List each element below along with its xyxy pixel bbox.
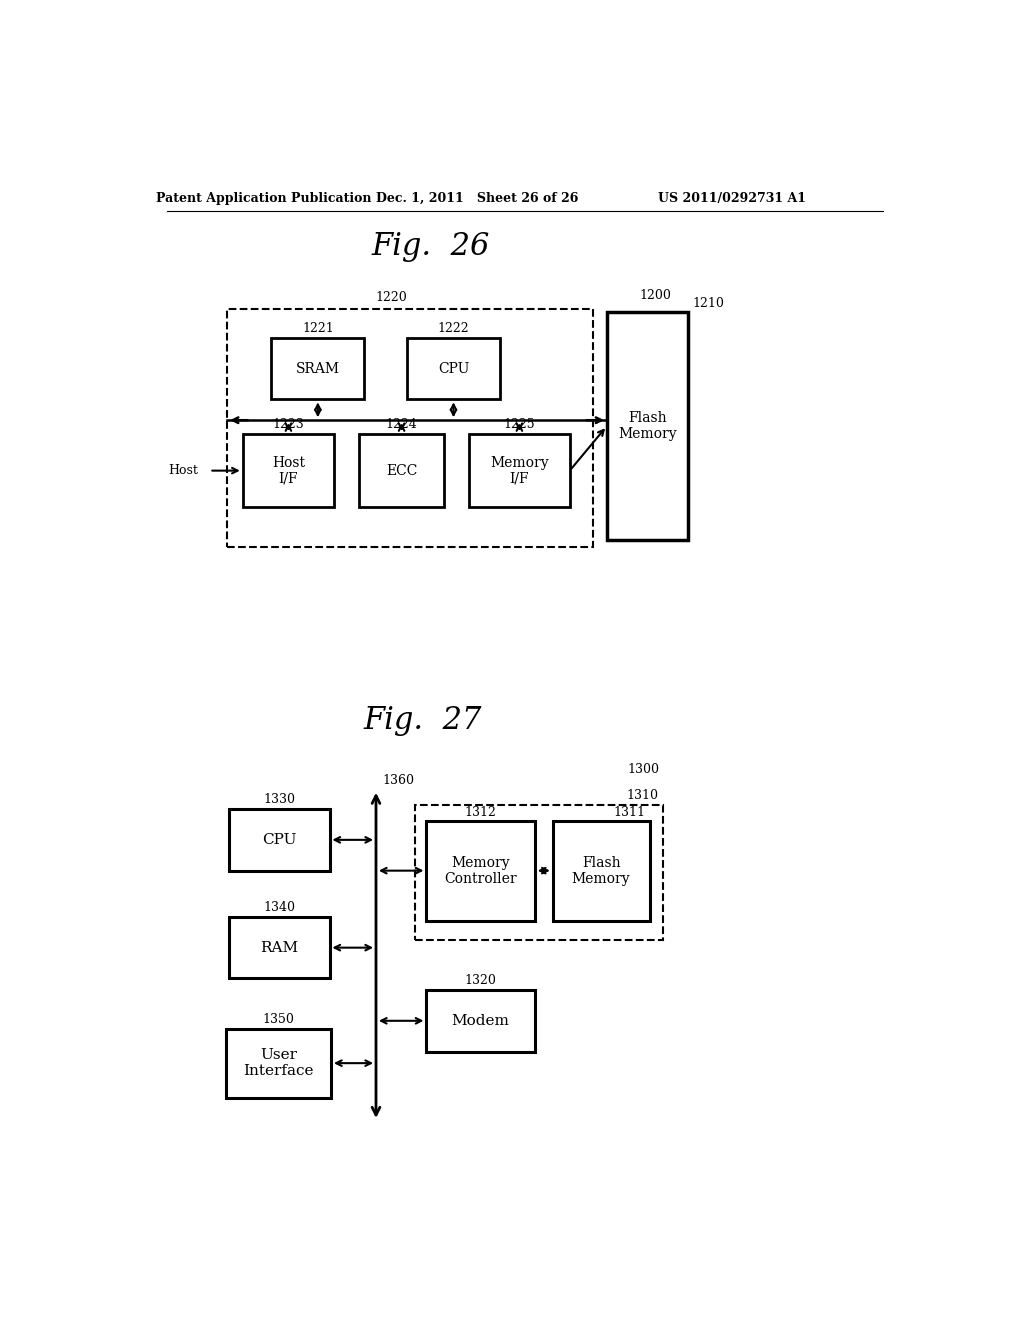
Text: 1312: 1312 bbox=[465, 807, 497, 820]
Text: 1310: 1310 bbox=[627, 789, 658, 803]
Text: Flash
Memory: Flash Memory bbox=[618, 411, 677, 441]
Text: 1340: 1340 bbox=[263, 902, 295, 915]
Text: Memory
Controller: Memory Controller bbox=[444, 855, 517, 886]
Bar bbox=[469, 434, 569, 507]
Bar bbox=[227, 309, 593, 548]
Text: Dec. 1, 2011   Sheet 26 of 26: Dec. 1, 2011 Sheet 26 of 26 bbox=[376, 191, 578, 205]
Text: 1300: 1300 bbox=[628, 763, 659, 776]
Text: Fig.  26: Fig. 26 bbox=[371, 231, 489, 263]
Text: CPU: CPU bbox=[438, 362, 469, 376]
Text: SRAM: SRAM bbox=[296, 362, 340, 376]
Bar bbox=[359, 434, 444, 507]
Text: Modem: Modem bbox=[452, 1014, 510, 1028]
Bar bbox=[553, 821, 649, 921]
Text: Patent Application Publication: Patent Application Publication bbox=[156, 191, 372, 205]
Text: Host: Host bbox=[168, 465, 198, 477]
Bar bbox=[228, 917, 330, 978]
Text: 1320: 1320 bbox=[465, 974, 497, 987]
Bar bbox=[415, 805, 663, 940]
Text: RAM: RAM bbox=[260, 941, 298, 954]
Text: Flash
Memory: Flash Memory bbox=[571, 855, 631, 886]
Bar bbox=[607, 313, 688, 540]
Text: 1220: 1220 bbox=[376, 292, 408, 305]
Text: US 2011/0292731 A1: US 2011/0292731 A1 bbox=[658, 191, 807, 205]
Text: User
Interface: User Interface bbox=[244, 1048, 314, 1078]
Text: 1222: 1222 bbox=[437, 322, 469, 335]
Text: 1225: 1225 bbox=[504, 418, 536, 432]
Text: CPU: CPU bbox=[262, 833, 296, 847]
Text: 1360: 1360 bbox=[382, 774, 414, 787]
Text: 1350: 1350 bbox=[263, 1012, 295, 1026]
Text: 1223: 1223 bbox=[272, 418, 304, 432]
Bar bbox=[426, 990, 535, 1052]
Text: ECC: ECC bbox=[386, 463, 417, 478]
Text: 1224: 1224 bbox=[386, 418, 418, 432]
Bar bbox=[228, 809, 330, 871]
Text: 1311: 1311 bbox=[613, 807, 646, 820]
Text: Memory
I/F: Memory I/F bbox=[490, 455, 549, 486]
Bar bbox=[271, 338, 365, 400]
Bar bbox=[426, 821, 535, 921]
Text: 1221: 1221 bbox=[302, 322, 334, 335]
Text: 1200: 1200 bbox=[640, 289, 672, 302]
Text: Fig.  27: Fig. 27 bbox=[364, 705, 481, 737]
Text: 1210: 1210 bbox=[692, 297, 724, 310]
Bar bbox=[226, 1028, 331, 1098]
Bar bbox=[243, 434, 334, 507]
Text: 1330: 1330 bbox=[263, 793, 295, 807]
Text: Host
I/F: Host I/F bbox=[272, 455, 305, 486]
Bar bbox=[407, 338, 500, 400]
